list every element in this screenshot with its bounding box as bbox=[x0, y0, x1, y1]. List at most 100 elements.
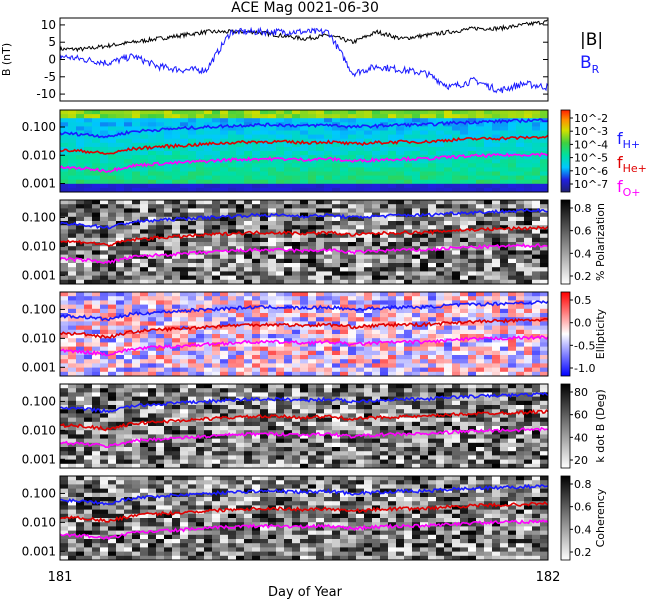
heatmap-cell bbox=[228, 455, 237, 460]
heatmap-cell bbox=[396, 171, 405, 176]
heatmap-cell bbox=[180, 430, 189, 435]
heatmap-cell bbox=[316, 151, 325, 156]
heatmap-cell bbox=[388, 155, 397, 160]
heatmap-cell bbox=[500, 371, 509, 377]
heatmap-cell bbox=[348, 346, 357, 352]
heatmap-cell bbox=[380, 138, 389, 144]
heatmap-cell bbox=[508, 275, 517, 281]
heatmap-cell bbox=[140, 329, 149, 335]
heatmap-cell bbox=[244, 258, 253, 264]
heatmap-cell bbox=[372, 396, 381, 402]
heatmap-cell bbox=[324, 179, 333, 185]
heatmap-cell bbox=[500, 367, 509, 373]
heatmap-cell bbox=[244, 421, 253, 427]
heatmap-cell bbox=[492, 392, 501, 397]
heatmap-cell bbox=[156, 384, 165, 389]
heatmap-cell bbox=[244, 409, 253, 414]
heatmap-cell bbox=[484, 430, 493, 435]
heatmap-cell bbox=[468, 346, 477, 352]
heatmap-cell bbox=[308, 384, 317, 389]
heatmap-cell bbox=[516, 338, 525, 343]
heatmap-cell bbox=[60, 409, 69, 414]
heatmap-cell bbox=[532, 138, 541, 144]
heatmap-cell bbox=[316, 263, 325, 268]
heatmap-cell bbox=[476, 455, 485, 460]
heatmap-cell bbox=[420, 171, 429, 176]
heatmap-cell bbox=[108, 142, 117, 148]
heatmap-cell bbox=[428, 325, 437, 331]
heatmap-cell bbox=[268, 187, 277, 193]
heatmap-cell bbox=[108, 363, 117, 368]
heatmap-cell bbox=[140, 250, 149, 255]
heatmap-cell bbox=[204, 216, 213, 222]
heatmap-cell bbox=[508, 338, 517, 343]
heatmap-cell bbox=[172, 355, 181, 360]
heatmap-cell bbox=[212, 367, 221, 373]
heatmap-cell bbox=[364, 155, 373, 160]
heatmap-cell bbox=[428, 171, 437, 176]
heatmap-cell bbox=[156, 142, 165, 148]
heatmap-cell bbox=[412, 237, 421, 243]
heatmap-cell bbox=[132, 200, 141, 205]
heatmap-cell bbox=[140, 167, 149, 172]
heatmap-cell bbox=[380, 263, 389, 268]
heatmap-cell bbox=[476, 200, 485, 205]
heatmap-cell bbox=[508, 388, 517, 393]
heatmap-cell bbox=[396, 359, 405, 364]
heatmap-cell bbox=[460, 279, 469, 285]
heatmap-cell bbox=[204, 122, 213, 127]
heatmap-cell bbox=[452, 250, 461, 255]
heatmap-cell bbox=[316, 171, 325, 176]
heatmap-cell bbox=[116, 130, 125, 135]
heatmap-cell bbox=[236, 110, 245, 115]
heatmap-cell bbox=[228, 114, 237, 119]
heatmap-cell bbox=[340, 110, 349, 115]
heatmap-cell bbox=[420, 151, 429, 156]
heatmap-cell bbox=[436, 279, 445, 285]
heatmap-cell bbox=[228, 329, 237, 335]
heatmap-cell bbox=[492, 325, 501, 331]
heatmap-cell bbox=[92, 451, 101, 456]
heatmap-cell bbox=[356, 363, 365, 368]
heatmap-cell bbox=[348, 163, 357, 168]
heatmap-cell bbox=[172, 313, 181, 318]
heatmap-cell bbox=[180, 313, 189, 318]
heatmap-cell bbox=[60, 438, 69, 444]
heatmap-cell bbox=[516, 233, 525, 239]
heatmap-cell bbox=[244, 384, 253, 389]
heatmap-cell bbox=[372, 459, 381, 465]
heatmap-cell bbox=[300, 392, 309, 397]
heatmap-cell bbox=[196, 346, 205, 352]
heatmap-cell bbox=[460, 229, 469, 234]
heatmap-cell bbox=[212, 114, 221, 119]
heatmap-cell bbox=[228, 212, 237, 218]
heatmap-cell bbox=[340, 342, 349, 347]
heatmap-cell bbox=[444, 183, 453, 189]
heatmap-cell bbox=[268, 313, 277, 318]
heatmap-cell bbox=[420, 455, 429, 460]
heatmap-cell bbox=[492, 229, 501, 234]
power-spectrum-panel: 0.1000.0100.00110^-210^-310^-410^-510^-6… bbox=[22, 109, 608, 193]
heatmap-cell bbox=[380, 292, 389, 297]
heatmap-cell bbox=[388, 346, 397, 352]
heatmap-cell bbox=[260, 359, 269, 364]
heatmap-cell bbox=[508, 221, 517, 226]
heatmap-cell bbox=[212, 363, 221, 368]
heatmap-cell bbox=[148, 246, 157, 251]
heatmap-cell bbox=[492, 138, 501, 144]
heatmap-cell bbox=[484, 114, 493, 119]
heatmap-cell bbox=[348, 151, 357, 156]
heatmap-cell bbox=[364, 258, 373, 264]
heatmap-cell bbox=[260, 350, 269, 356]
heatmap-cell bbox=[500, 438, 509, 444]
heatmap-cell bbox=[396, 392, 405, 397]
heatmap-cell bbox=[108, 304, 117, 310]
heatmap-cell bbox=[340, 304, 349, 310]
heatmap-cell bbox=[172, 346, 181, 352]
heatmap-cell bbox=[100, 430, 109, 435]
heatmap-cell bbox=[540, 138, 549, 144]
heatmap-cell bbox=[524, 250, 533, 255]
heatmap-cell bbox=[124, 187, 133, 193]
heatmap-cell bbox=[468, 338, 477, 343]
heatmap-cell bbox=[484, 405, 493, 410]
